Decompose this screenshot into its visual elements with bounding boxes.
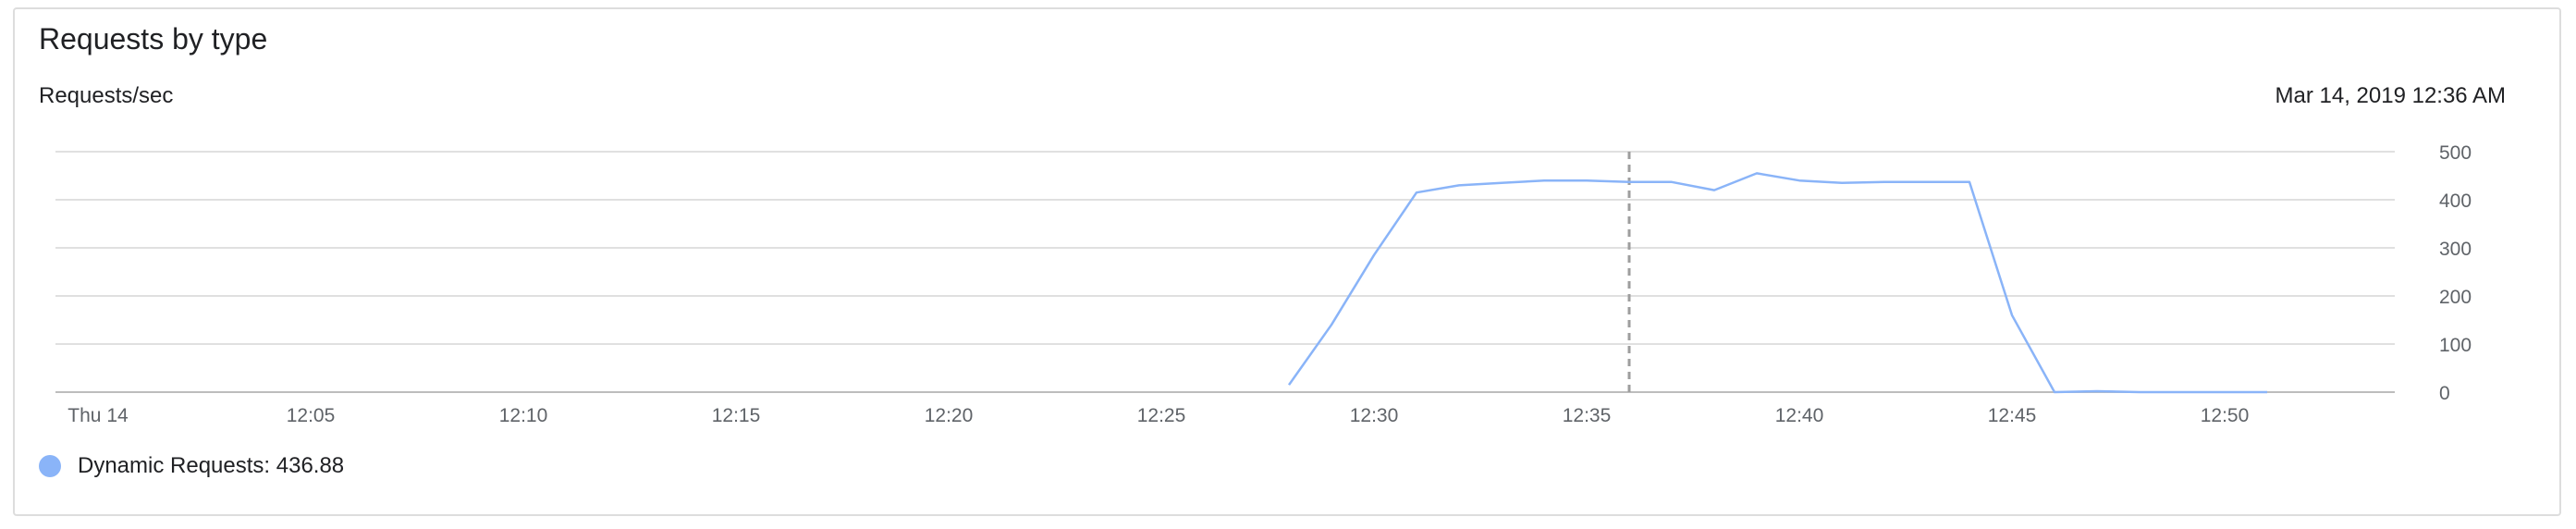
y-unit-label: Requests/sec [39,83,174,108]
chart-card [13,7,2561,516]
y-tick-label-400: 400 [2439,191,2472,212]
y-tick-label-500: 500 [2439,142,2472,164]
y-tick-label-0: 0 [2439,383,2450,404]
x-tick-label-4: 12:20 [925,405,974,426]
x-tick-label-1: 12:05 [287,405,336,426]
chart-title: Requests by type [39,22,268,55]
x-tick-label-5: 12:25 [1137,405,1186,426]
x-tick-label-9: 12:45 [1988,405,2037,426]
legend-label-dynamic-requests: Dynamic Requests: 436.88 [78,453,345,478]
y-tick-label-300: 300 [2439,239,2472,260]
x-tick-label-7: 12:35 [1563,405,1612,426]
y-tick-label-200: 200 [2439,287,2472,308]
x-tick-label-3: 12:15 [712,405,761,426]
legend[interactable]: Dynamic Requests: 436.88 [39,453,344,479]
x-tick-label-2: 12:10 [499,405,548,426]
series-line-dynamic-requests [1287,172,2267,394]
legend-swatch-dynamic-requests [39,455,61,477]
cursor-timestamp: Mar 14, 2019 12:36 AM [2275,83,2507,108]
x-tick-label-6: 12:30 [1350,405,1399,426]
x-tick-label-0: Thu 14 [67,405,129,426]
x-tick-label-8: 12:40 [1775,405,1824,426]
y-tick-label-100: 100 [2439,335,2472,356]
x-tick-label-10: 12:50 [2201,405,2250,426]
